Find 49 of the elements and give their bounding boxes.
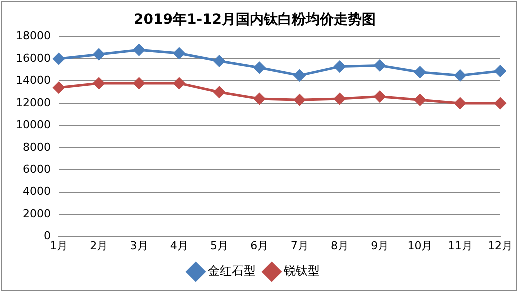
y-tick-label: 4000 xyxy=(22,185,51,198)
x-tick-label: 8月 xyxy=(330,239,349,252)
x-tick-label: 2月 xyxy=(90,239,108,252)
y-tick-label: 10000 xyxy=(16,118,51,132)
point xyxy=(93,48,105,60)
point xyxy=(494,98,506,110)
point xyxy=(53,53,65,65)
y-tick-label: 12000 xyxy=(16,96,51,110)
x-tick-label: 1月 xyxy=(50,239,68,252)
y-tick-label: 2000 xyxy=(22,207,51,220)
point xyxy=(214,55,226,67)
x-tick-label: 11月 xyxy=(448,239,473,252)
point xyxy=(294,70,306,82)
y-tick-label: 6000 xyxy=(22,162,51,176)
point xyxy=(494,65,506,77)
x-tick-label: 3月 xyxy=(130,239,148,252)
point xyxy=(334,61,346,73)
x-tick-label: 9月 xyxy=(371,239,390,252)
point xyxy=(174,78,186,90)
y-tick-label: 18000 xyxy=(16,30,51,43)
point xyxy=(254,62,266,74)
y-tick-label: 14000 xyxy=(16,74,51,88)
y-tick-label: 0 xyxy=(44,230,51,243)
chart-title: 2019年1-12月国内钛白粉均价走势图 xyxy=(134,12,376,28)
x-tick-label: 10月 xyxy=(408,239,433,252)
x-tick-label: 6月 xyxy=(250,239,269,252)
point xyxy=(254,93,266,105)
point xyxy=(414,94,426,106)
point xyxy=(334,93,346,105)
point xyxy=(374,91,386,103)
x-tick-label: 5月 xyxy=(210,239,229,252)
legend-label: 锐钛型 xyxy=(283,264,320,278)
y-tick-label: 8000 xyxy=(22,140,51,154)
point xyxy=(134,78,146,90)
x-tick-label: 7月 xyxy=(290,239,309,252)
point xyxy=(93,78,105,90)
point xyxy=(214,86,226,98)
point xyxy=(134,44,146,56)
y-tick-label: 16000 xyxy=(16,52,51,65)
point xyxy=(454,70,466,82)
point xyxy=(174,48,186,60)
legend-label: 金红石型 xyxy=(208,264,256,278)
x-tick-label: 12月 xyxy=(488,239,513,252)
point xyxy=(414,66,426,78)
point xyxy=(294,94,306,106)
point xyxy=(454,98,466,110)
point xyxy=(53,82,65,94)
x-tick-label: 4月 xyxy=(170,239,188,252)
point xyxy=(374,60,386,72)
